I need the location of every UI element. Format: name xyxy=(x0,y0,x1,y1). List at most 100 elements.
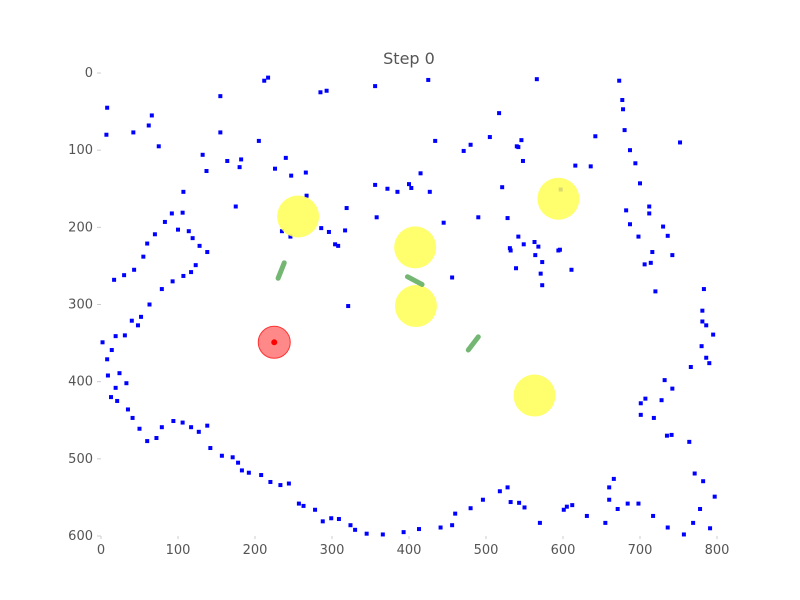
particle-point xyxy=(638,181,642,186)
particle-point xyxy=(665,525,670,530)
x-tick-label: 600 xyxy=(551,543,576,558)
yellow-circle xyxy=(513,374,556,417)
particles-layer xyxy=(100,75,717,537)
particle-point xyxy=(642,262,647,267)
particle-point xyxy=(409,185,414,190)
particle-point xyxy=(326,229,331,234)
y-tick-label: 0 xyxy=(85,66,93,81)
particle-point xyxy=(427,189,432,194)
particle-point xyxy=(557,247,562,252)
particle-point xyxy=(230,455,235,460)
x-tick-label: 0 xyxy=(97,543,105,558)
particle-point xyxy=(137,426,142,431)
particle-point xyxy=(704,323,709,328)
x-tick-label: 200 xyxy=(243,543,268,558)
particle-point xyxy=(289,173,294,178)
particle-point xyxy=(622,128,627,133)
particle-point xyxy=(607,485,612,490)
particle-point xyxy=(181,189,186,194)
particle-point xyxy=(701,287,706,292)
particle-point xyxy=(707,361,712,366)
particle-point xyxy=(154,435,159,440)
particle-point xyxy=(653,289,658,294)
particle-point xyxy=(561,507,566,512)
x-tick-label: 800 xyxy=(705,543,730,558)
agent-center-point xyxy=(271,339,278,346)
particle-point xyxy=(593,134,598,139)
particle-point xyxy=(237,165,242,170)
particle-point xyxy=(514,266,519,271)
particle-point xyxy=(288,234,293,239)
agent-layer xyxy=(257,325,291,359)
particle-point xyxy=(417,527,422,532)
particle-point xyxy=(441,220,446,225)
particle-point xyxy=(171,419,176,424)
particle-point xyxy=(169,211,174,216)
obstacle-segment xyxy=(275,260,287,281)
particle-point xyxy=(691,520,696,525)
particle-point xyxy=(701,479,706,484)
particle-point xyxy=(638,401,643,406)
particle-point xyxy=(536,244,541,249)
particle-point xyxy=(407,182,411,187)
particle-point xyxy=(343,228,348,233)
particle-point xyxy=(647,211,652,216)
particle-point xyxy=(100,340,105,345)
particle-point xyxy=(508,248,513,253)
particle-point xyxy=(145,439,150,444)
particle-point xyxy=(117,371,122,376)
particle-point xyxy=(636,234,641,239)
particle-point xyxy=(109,395,114,400)
particle-point xyxy=(517,500,522,505)
particle-point xyxy=(181,273,186,278)
particle-point xyxy=(497,489,502,494)
particle-point xyxy=(286,481,291,486)
particle-point xyxy=(204,169,209,174)
particle-point xyxy=(522,505,527,510)
particle-point xyxy=(113,334,118,339)
y-tick-label: 200 xyxy=(68,220,93,235)
particle-point xyxy=(538,271,543,276)
particle-point xyxy=(625,501,630,506)
particle-point xyxy=(130,415,135,420)
particle-point xyxy=(147,302,152,307)
particle-point xyxy=(219,453,224,458)
yellow-circle xyxy=(277,195,320,238)
particle-point xyxy=(105,357,110,362)
particle-point xyxy=(647,204,652,209)
particle-point xyxy=(418,171,423,176)
particle-point xyxy=(426,77,431,82)
particle-point xyxy=(712,494,717,499)
particle-point xyxy=(569,267,574,272)
particle-point xyxy=(152,232,157,237)
particle-point xyxy=(621,107,626,112)
particle-point xyxy=(193,263,198,268)
particle-point xyxy=(329,516,334,521)
particle-point xyxy=(344,206,349,211)
particle-point xyxy=(132,267,137,272)
particle-point xyxy=(374,215,379,220)
particle-point xyxy=(651,513,656,518)
particle-point xyxy=(516,234,521,239)
particle-point xyxy=(636,501,641,506)
particle-point xyxy=(633,161,638,166)
particle-point xyxy=(507,246,512,251)
particle-point xyxy=(266,75,271,80)
particle-point xyxy=(239,157,244,162)
particle-point xyxy=(218,94,223,99)
particle-point xyxy=(348,523,353,528)
particle-point xyxy=(197,243,202,248)
yellow-circle xyxy=(537,177,580,220)
particle-point xyxy=(109,348,114,353)
particle-point xyxy=(279,229,284,234)
y-axis-ticks: 0 100 200 300 400 500 600 xyxy=(68,66,101,544)
particle-point xyxy=(189,425,194,430)
particle-point xyxy=(670,386,675,391)
particle-point xyxy=(336,243,341,248)
particle-point xyxy=(319,226,324,231)
particle-point xyxy=(537,520,542,525)
obstacle-segment xyxy=(465,334,481,353)
particle-point xyxy=(159,287,164,292)
particle-point xyxy=(662,378,667,383)
